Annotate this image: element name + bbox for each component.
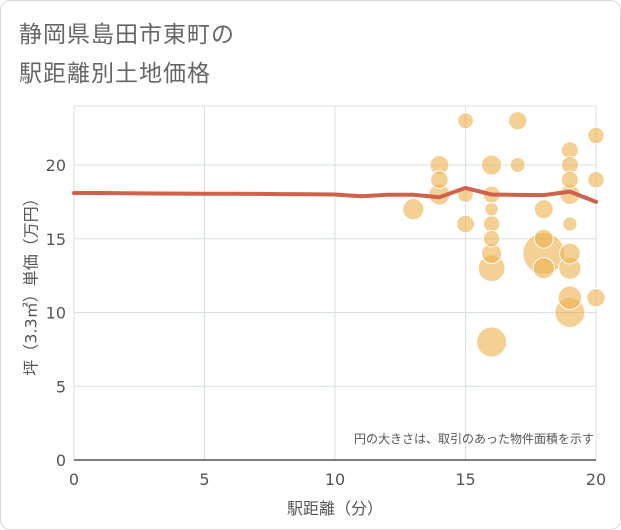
data-bubble (587, 126, 605, 145)
data-bubble (533, 228, 554, 249)
y-axis-title: 坪（3.3㎡）単価（万円） (22, 190, 41, 375)
data-bubble (484, 202, 499, 217)
x-axis-title: 駅距離（分） (287, 499, 383, 518)
chart-title-line-1: 静岡県島田市東町の (19, 22, 235, 48)
data-bubble (402, 198, 425, 221)
bubble-layer (402, 111, 606, 358)
x-tick-label: 15 (455, 470, 475, 489)
data-bubble (456, 214, 475, 234)
average-line-layer (72, 185, 598, 204)
data-bubble (508, 111, 528, 131)
data-bubble (560, 170, 579, 189)
chart-title-line-2: 駅距離別土地価格 (19, 61, 211, 87)
data-bubble (533, 199, 554, 220)
x-tick-label: 20 (586, 470, 606, 489)
axis-layer: 0 5 10 15 20 0 5 10 15 20 (46, 156, 607, 489)
y-tick-label: 5 (56, 377, 66, 396)
data-bubble (509, 157, 526, 173)
data-bubble (562, 216, 578, 232)
data-bubble (532, 257, 555, 280)
y-tick-label: 20 (46, 156, 66, 175)
y-tick-label: 0 (56, 451, 66, 470)
y-tick-label: 10 (46, 304, 66, 323)
data-bubble (476, 326, 508, 358)
x-tick-label: 10 (325, 470, 345, 489)
data-bubble (481, 154, 503, 176)
data-bubble (557, 285, 583, 311)
average-price-line (72, 185, 598, 204)
x-tick-label: 0 (69, 470, 79, 489)
data-bubble (457, 112, 474, 130)
data-bubble (482, 230, 501, 248)
x-tick-label: 5 (199, 470, 209, 489)
data-bubble (586, 288, 606, 308)
y-tick-label: 15 (46, 230, 66, 249)
data-bubble (559, 242, 581, 265)
data-bubble (587, 171, 605, 189)
bubble-size-note: 円の大きさは、取引のあった物件面積を示す (354, 431, 594, 446)
data-bubble (430, 170, 449, 190)
data-bubble (482, 215, 501, 233)
